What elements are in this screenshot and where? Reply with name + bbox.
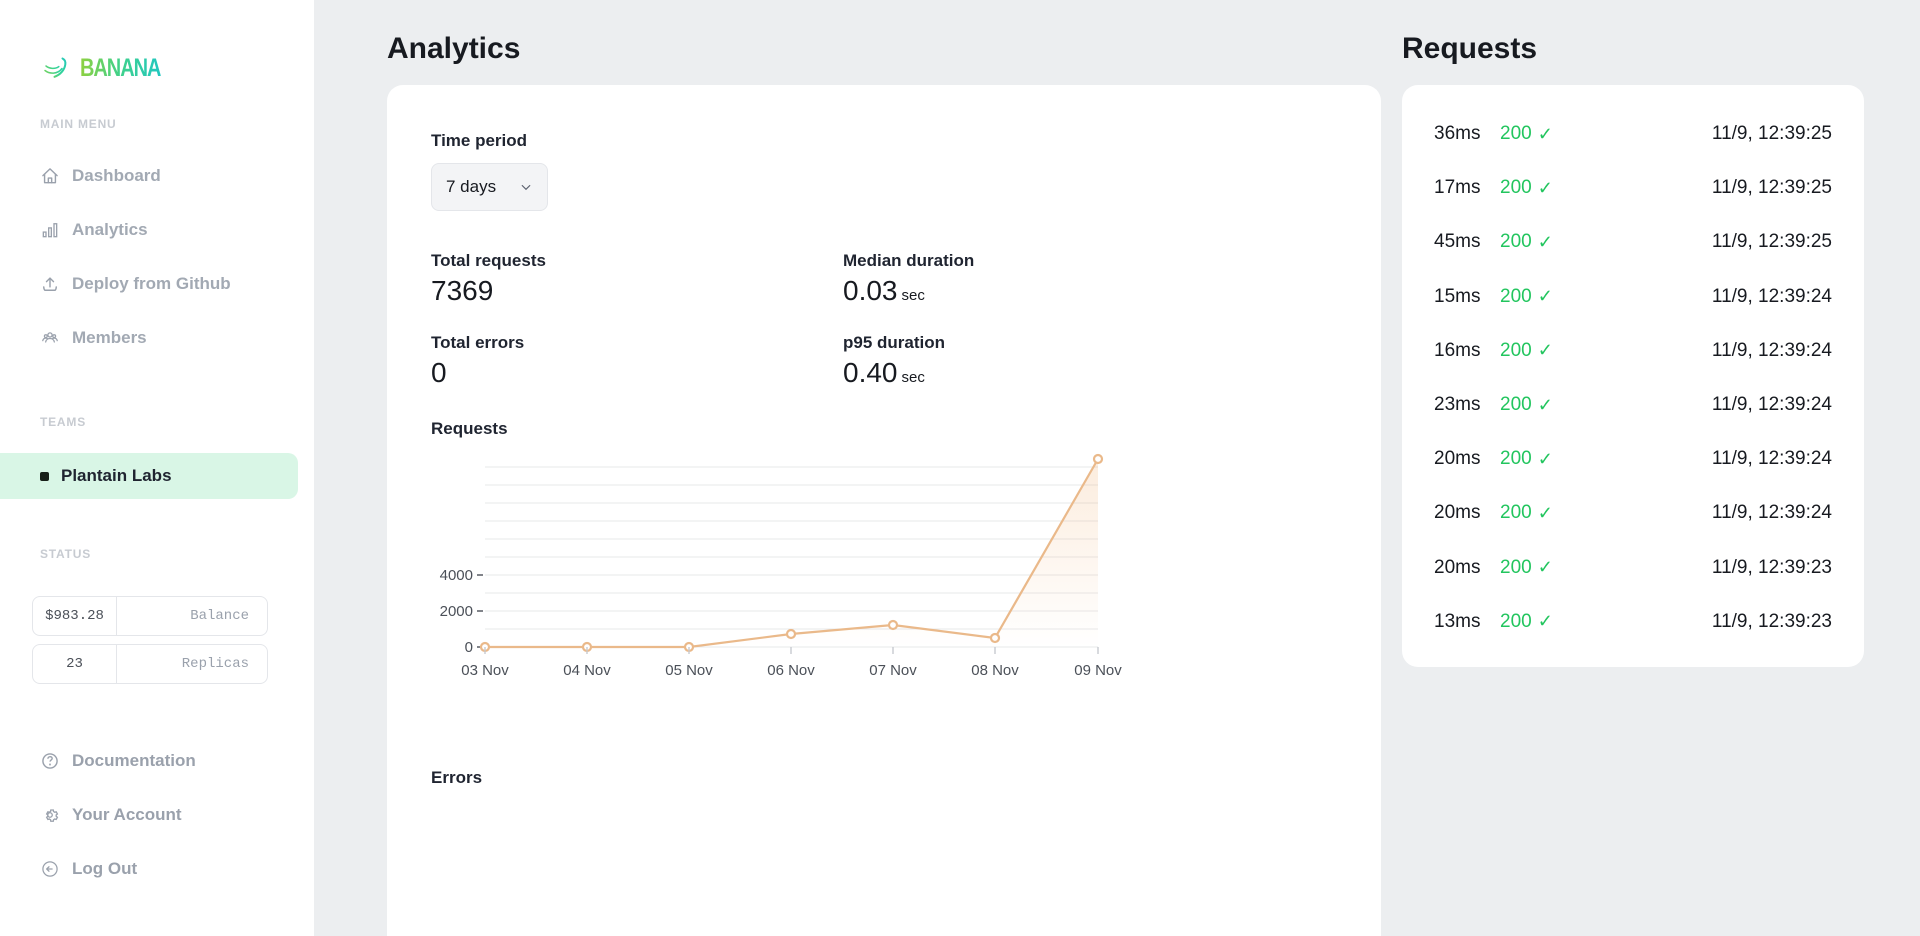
svg-text:4000: 4000	[440, 567, 473, 584]
svg-text:03 Nov: 03 Nov	[461, 662, 509, 679]
svg-text:08 Nov: 08 Nov	[971, 662, 1019, 679]
svg-text:04 Nov: 04 Nov	[563, 662, 611, 679]
svg-text:09 Nov: 09 Nov	[1074, 662, 1122, 679]
svg-text:0: 0	[465, 639, 473, 656]
svg-text:05 Nov: 05 Nov	[665, 662, 713, 679]
svg-text:07 Nov: 07 Nov	[869, 662, 917, 679]
svg-text:06 Nov: 06 Nov	[767, 662, 815, 679]
svg-text:2000: 2000	[440, 603, 473, 620]
